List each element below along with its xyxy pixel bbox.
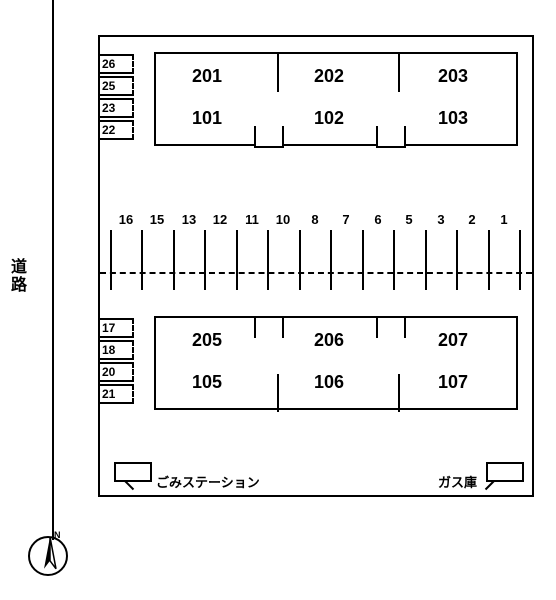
- mid-slot-num: 10: [270, 212, 296, 227]
- mid-slot-num: 7: [333, 212, 359, 227]
- mid-parking-dash: [100, 272, 532, 274]
- side-slot: 20: [98, 362, 134, 382]
- side-slot-num: 18: [102, 343, 115, 357]
- mid-slot-line: [267, 230, 269, 290]
- mid-slot-num: 11: [239, 212, 265, 227]
- mid-slot-line: [425, 230, 427, 290]
- mid-slot-num: 13: [176, 212, 202, 227]
- building-top: 201 202 203 101 102 103: [154, 52, 518, 146]
- road-label: 道路: [4, 258, 28, 294]
- mid-slot-num: 8: [302, 212, 328, 227]
- side-slot: 26: [98, 54, 134, 74]
- road-border: [52, 0, 54, 540]
- side-slot: 18: [98, 340, 134, 360]
- mid-slot-num: 2: [459, 212, 485, 227]
- unit-label: 207: [438, 330, 468, 351]
- unit-label: 203: [438, 66, 468, 87]
- mid-slot-num: 16: [113, 212, 139, 227]
- side-slot-num: 21: [102, 387, 115, 401]
- mid-slot-line: [141, 230, 143, 290]
- mid-slot-line: [110, 230, 112, 290]
- unit-label: 107: [438, 372, 468, 393]
- mid-slot-num: 12: [207, 212, 233, 227]
- compass-n-label: N: [54, 530, 61, 540]
- unit-label: 103: [438, 108, 468, 129]
- unit-label: 101: [192, 108, 222, 129]
- side-slot: 21: [98, 384, 134, 404]
- side-slot: 17: [98, 318, 134, 338]
- side-slot-num: 20: [102, 365, 115, 379]
- unit-label: 102: [314, 108, 344, 129]
- unit-label: 206: [314, 330, 344, 351]
- mid-slot-num: 1: [491, 212, 517, 227]
- compass-icon: N: [28, 536, 72, 580]
- gas-store-box: [486, 462, 524, 482]
- side-slot: 22: [98, 120, 134, 140]
- unit-divider: [277, 54, 279, 92]
- door-notch: [376, 126, 406, 148]
- side-slot-num: 23: [102, 101, 115, 115]
- mid-slot-line: [362, 230, 364, 290]
- mid-slot-num: 6: [365, 212, 391, 227]
- gomi-station-label: ごみステーション: [156, 472, 260, 491]
- mid-slot-line: [236, 230, 238, 290]
- site-plan-canvas: 道路 26 25 23 22 17 18 20 21 201 202 203 1…: [0, 0, 556, 600]
- unit-divider: [398, 374, 400, 412]
- mid-slot-line: [173, 230, 175, 290]
- mid-slot-line: [330, 230, 332, 290]
- mid-slot-num: 15: [144, 212, 170, 227]
- side-slot-num: 26: [102, 57, 115, 71]
- unit-label: 105: [192, 372, 222, 393]
- mid-slot-line: [456, 230, 458, 290]
- unit-label: 106: [314, 372, 344, 393]
- door-notch: [254, 316, 284, 338]
- side-slot-num: 17: [102, 321, 115, 335]
- unit-label: 201: [192, 66, 222, 87]
- unit-label: 202: [314, 66, 344, 87]
- side-slot: 25: [98, 76, 134, 96]
- mid-slot-line: [488, 230, 490, 290]
- door-notch: [376, 316, 406, 338]
- side-slot: 23: [98, 98, 134, 118]
- mid-slot-line: [299, 230, 301, 290]
- door-notch: [254, 126, 284, 148]
- gomi-station-box: [114, 462, 152, 482]
- unit-divider: [398, 54, 400, 92]
- side-slot-num: 22: [102, 123, 115, 137]
- compass-needle-icon: [30, 535, 70, 575]
- mid-slot-num: 5: [396, 212, 422, 227]
- side-slot-num: 25: [102, 79, 115, 93]
- mid-slot-line: [393, 230, 395, 290]
- mid-slot-line: [204, 230, 206, 290]
- gas-store-label: ガス庫: [438, 472, 477, 491]
- building-bottom: 205 206 207 105 106 107: [154, 316, 518, 410]
- mid-slot-line: [519, 230, 521, 290]
- mid-slot-num: 3: [428, 212, 454, 227]
- unit-label: 205: [192, 330, 222, 351]
- unit-divider: [277, 374, 279, 412]
